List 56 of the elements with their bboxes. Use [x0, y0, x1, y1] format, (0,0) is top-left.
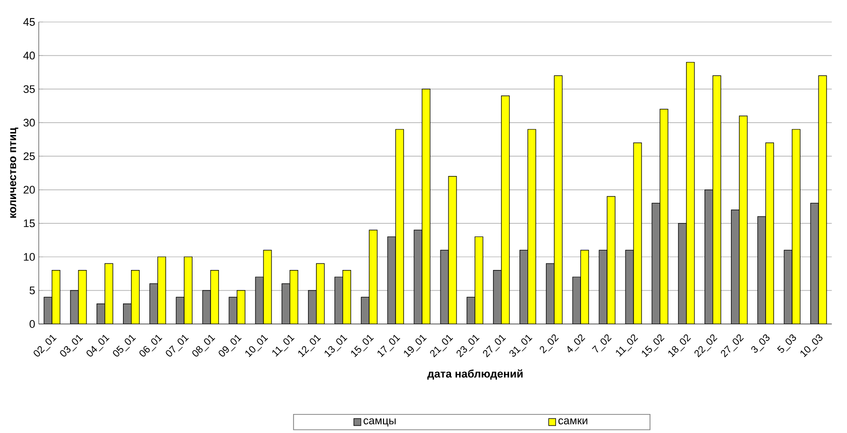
y-tick-label: 30 — [24, 118, 35, 127]
bar — [554, 76, 562, 324]
bar — [414, 230, 422, 324]
y-tick-label: 15 — [24, 220, 35, 228]
y-tick-label: 5 — [30, 286, 35, 294]
bar — [607, 196, 616, 324]
legend-label: самки — [558, 418, 588, 424]
y-tick-label: 40 — [23, 52, 35, 60]
bar — [176, 297, 184, 324]
bar — [766, 142, 774, 324]
bar — [422, 89, 430, 324]
y-tick-label: 35 — [24, 85, 35, 93]
bar — [342, 270, 351, 324]
bar — [131, 270, 140, 324]
bar — [369, 230, 378, 324]
bar — [731, 210, 740, 324]
bar — [572, 277, 581, 324]
bar — [96, 304, 105, 324]
y-tick-label: 25 — [24, 152, 35, 160]
bar — [599, 250, 608, 324]
bar — [704, 190, 713, 324]
bar — [580, 250, 589, 324]
bar — [123, 304, 132, 324]
bar — [739, 116, 748, 324]
y-tick-label: 0 — [30, 320, 35, 328]
bar — [158, 256, 166, 324]
x-axis-title: дата наблюдений — [427, 369, 523, 380]
bar — [210, 270, 219, 324]
bar — [150, 284, 158, 324]
bar — [282, 284, 290, 324]
bar — [678, 223, 686, 324]
bar — [316, 264, 324, 324]
bar — [334, 277, 343, 324]
bar — [712, 76, 721, 324]
legend-label: самцы — [364, 418, 396, 426]
bar — [184, 256, 192, 324]
bar — [792, 129, 800, 324]
bar — [686, 62, 694, 324]
bar — [784, 250, 792, 324]
bar — [493, 270, 502, 324]
bar — [202, 290, 211, 324]
bar — [290, 270, 298, 324]
bar — [758, 216, 766, 324]
y-tick-label: 45 — [23, 18, 35, 26]
bar — [388, 236, 396, 324]
bar — [361, 297, 370, 324]
y-tick-label: 10 — [24, 253, 35, 261]
bar — [104, 264, 113, 324]
bar — [396, 129, 404, 324]
bar — [528, 129, 536, 324]
y-tick-label: 20 — [24, 186, 35, 194]
y-axis-title: количество птиц — [10, 128, 18, 218]
bar — [501, 96, 510, 324]
bar — [546, 264, 554, 324]
bar — [520, 250, 528, 324]
bar — [308, 290, 316, 324]
